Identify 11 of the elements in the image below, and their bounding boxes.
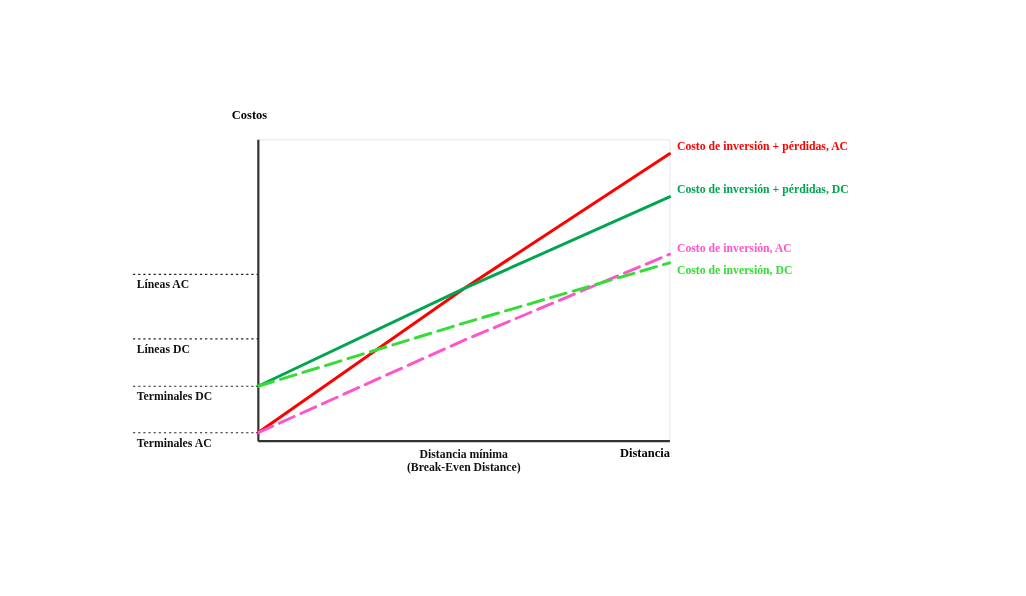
ref-line-label: Terminales DC (136, 390, 213, 404)
series-label: Costo de inversión + pérdidas, AC (676, 140, 849, 154)
ref-line-label: Terminales AC (136, 436, 212, 450)
series-label: Costo de inversión, AC (676, 242, 792, 256)
series-label: Costo de inversión, DC (676, 263, 793, 277)
ref-line-label: Líneas AC (136, 278, 190, 292)
y-axis-title: Costos (231, 107, 268, 122)
ref-line-label: Líneas DC (136, 342, 190, 356)
text: Distancia mínima (Break-Even Distance) (406, 447, 521, 474)
x-axis-title: Distancia (619, 445, 671, 460)
series-label: Costo de inversión + pérdidas, DC (676, 183, 849, 197)
